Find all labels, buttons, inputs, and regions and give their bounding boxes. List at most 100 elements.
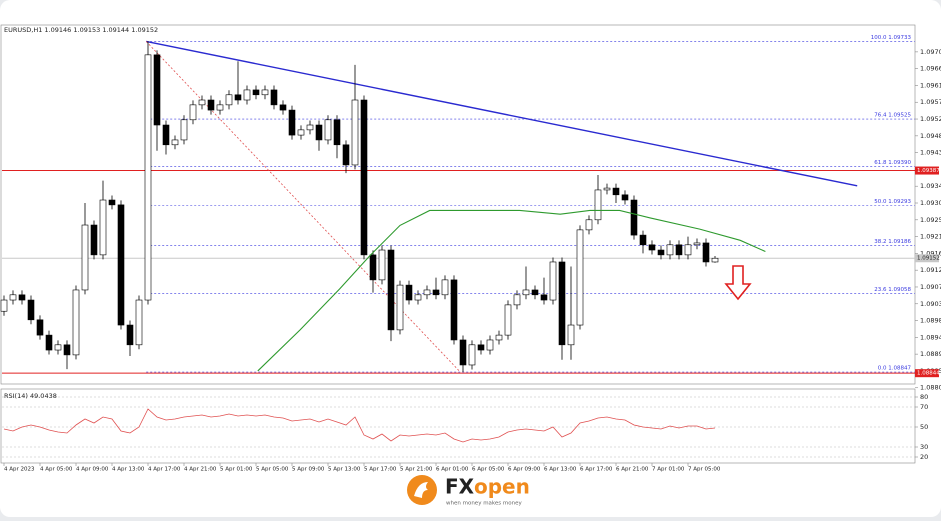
candle-body — [675, 244, 683, 256]
candle-body — [441, 279, 449, 296]
candle-body — [513, 294, 521, 306]
candle-body — [396, 284, 404, 331]
fib-label: 50.0 1.09293 — [874, 199, 911, 205]
y-tick-label: 1.09435 — [920, 149, 941, 157]
candle-body — [225, 94, 233, 106]
candle-body — [81, 224, 89, 291]
candle-body — [270, 89, 278, 106]
fib-label: 38.2 1.09186 — [874, 239, 911, 245]
y-tick-label: 1.09165 — [920, 249, 941, 257]
x-tick-label: 4 Apr 13:00 — [112, 467, 145, 473]
price-tag — [915, 369, 939, 378]
candle-body — [171, 139, 179, 146]
candle-body — [207, 99, 215, 111]
candle-body — [36, 319, 44, 336]
candle-body — [18, 294, 26, 301]
y-tick-label: 1.09570 — [920, 98, 941, 106]
trendline — [146, 40, 858, 187]
candle-body — [306, 124, 314, 131]
x-tick-label: 7 Apr 05:00 — [688, 467, 721, 473]
trendline — [145, 41, 461, 373]
candle-body — [252, 89, 260, 96]
candle-body — [639, 234, 647, 246]
candle-body — [297, 129, 305, 136]
x-tick-label: 5 Apr 05:00 — [256, 467, 289, 473]
candle-body — [621, 194, 629, 201]
y-tick-label: 1.09030 — [920, 300, 941, 308]
candle-body — [702, 242, 710, 263]
main-frame — [0, 24, 916, 385]
y-tick-label: 1.08985 — [920, 317, 941, 325]
rsi-line — [3, 408, 716, 443]
candle-body — [684, 244, 692, 256]
candle-body — [333, 119, 341, 146]
y-tick-label: 1.09615 — [920, 81, 941, 89]
candle-body — [450, 279, 458, 341]
logo: FX open when money makes money — [407, 475, 530, 507]
candle-body — [45, 334, 53, 351]
down-arrow — [724, 265, 752, 301]
fib-label: 61.8 1.09390 — [874, 160, 911, 166]
candle-body — [369, 254, 377, 281]
x-tick-label: 4 Apr 05:00 — [40, 467, 73, 473]
candle-body — [495, 334, 503, 341]
price-tag-label: 1.09152 — [917, 256, 940, 262]
candle-body — [315, 124, 323, 141]
candle-body — [540, 294, 548, 301]
candle-body — [423, 289, 431, 296]
x-tick-label: 6 Apr 01:00 — [436, 467, 469, 473]
candle-body — [405, 284, 413, 301]
candle-body — [693, 242, 701, 246]
x-tick-label: 6 Apr 09:00 — [508, 467, 541, 473]
x-tick-label: 6 Apr 17:00 — [580, 467, 613, 473]
rsi-title: RSI(14) 49.0438 — [4, 392, 57, 400]
x-tick-label: 6 Apr 21:00 — [616, 467, 649, 473]
candle-body — [63, 344, 71, 356]
rsi-frame — [0, 388, 916, 464]
y-tick-label: 1.09210 — [920, 233, 941, 241]
fib-label: 76.4 1.09525 — [874, 113, 911, 119]
price-tag-label: 1.08844 — [917, 371, 940, 377]
candle-body — [567, 324, 575, 346]
candle-body — [459, 339, 467, 366]
candle-body — [531, 289, 539, 296]
candle-body — [603, 187, 611, 191]
x-tick-label: 4 Apr 17:00 — [148, 467, 181, 473]
moving-average — [257, 209, 766, 372]
x-tick-label: 4 Apr 2023 — [4, 467, 35, 473]
candle-body — [612, 187, 620, 196]
y-tick-label: 20 — [920, 453, 928, 461]
fib-label: 23.6 1.09058 — [874, 287, 911, 293]
candle-body — [9, 294, 17, 301]
price-tag — [915, 166, 939, 175]
candle-body — [351, 99, 359, 166]
candle-body — [468, 344, 476, 366]
candle-body — [558, 261, 566, 346]
candle-body — [522, 289, 530, 296]
candle-body — [189, 104, 197, 121]
y-tick-label: 1.08940 — [920, 333, 941, 341]
candle-body — [549, 261, 557, 301]
fib-label: 0.0 1.08847 — [878, 366, 912, 372]
x-tick-label: 6 Apr 05:00 — [472, 467, 505, 473]
chart-title: EURUSD,H1 1.09146 1.09153 1.09144 1.0915… — [4, 26, 158, 34]
candle-body — [585, 219, 593, 231]
y-tick-label: 1.09255 — [920, 216, 941, 224]
candle-body — [216, 104, 224, 111]
candle-body — [504, 304, 512, 336]
price-tag — [915, 254, 939, 263]
y-tick-label: 1.09480 — [920, 132, 941, 140]
candle-body — [198, 99, 206, 106]
y-tick-label: 1.09345 — [920, 182, 941, 190]
x-tick-label: 5 Apr 13:00 — [328, 467, 361, 473]
y-tick-label: 1.08895 — [920, 350, 941, 358]
candle-body — [648, 244, 656, 251]
y-tick-label: 1.09705 — [920, 48, 941, 56]
candle-body — [666, 244, 674, 256]
x-tick-label: 5 Apr 21:00 — [400, 467, 433, 473]
candle-body — [27, 299, 35, 321]
y-tick-label: 80 — [920, 393, 928, 401]
x-tick-label: 4 Apr 09:00 — [76, 467, 109, 473]
